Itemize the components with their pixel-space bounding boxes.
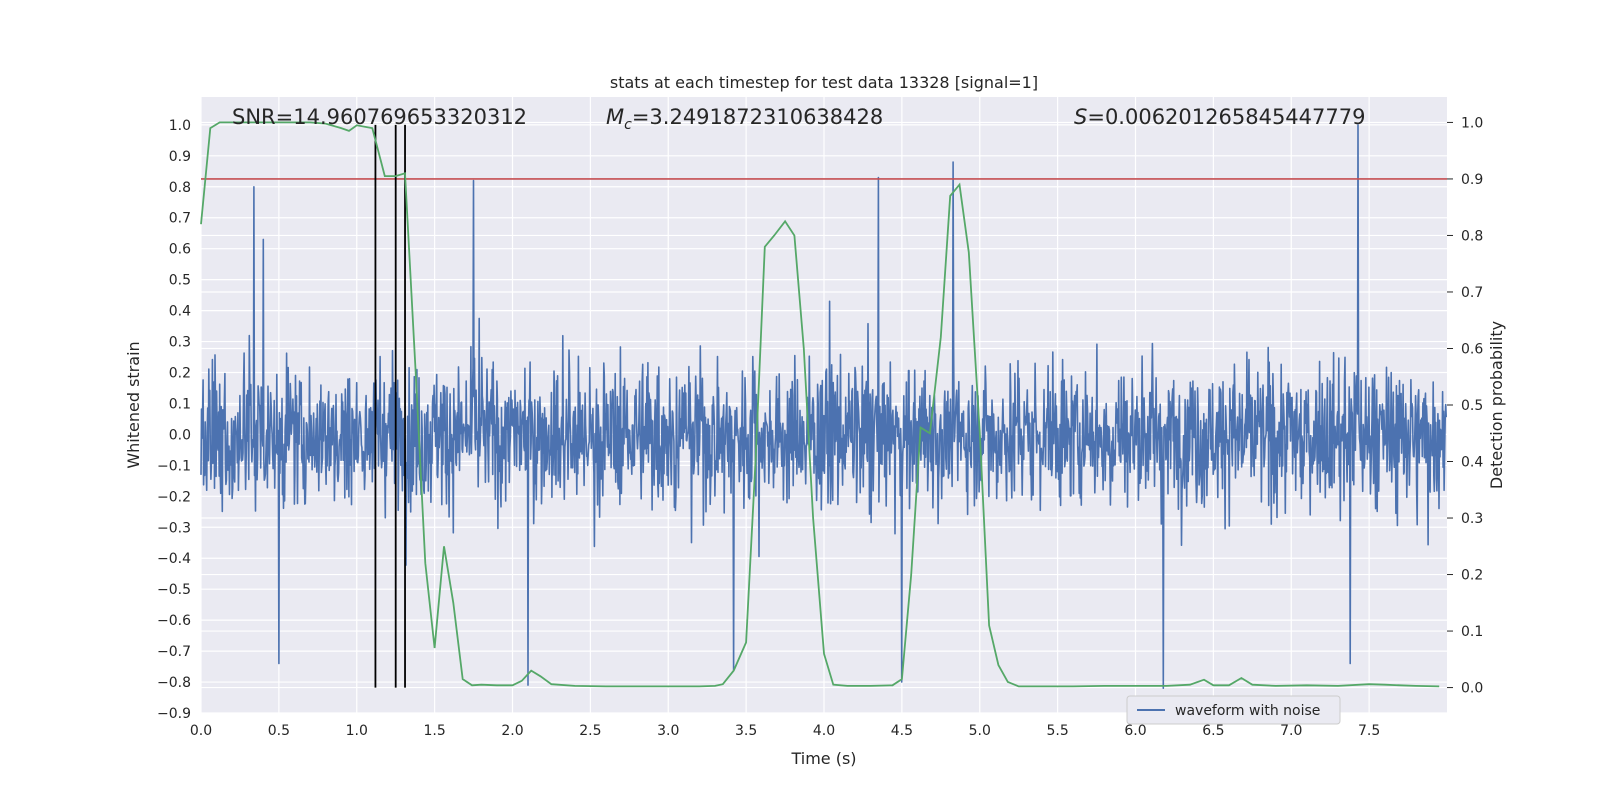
- y-tick-label-16: 0.7: [169, 211, 191, 227]
- waveform-line: [200, 124, 1447, 690]
- y2-tick-label-8: 0.8: [1461, 228, 1483, 244]
- y2-tick-label-5: 0.5: [1461, 398, 1483, 414]
- s-value: =0.006201265845447779: [1087, 105, 1365, 129]
- y-axis-label: Whitened strain: [124, 341, 143, 468]
- legend-entry: waveform with noise: [1175, 703, 1320, 719]
- y2-tick-label-9: 0.9: [1461, 172, 1483, 188]
- x-tick-label-5: 2.5: [579, 723, 601, 739]
- y-tick-label-6: −0.3: [157, 520, 191, 536]
- y2-tick-label-1: 0.1: [1461, 624, 1483, 640]
- x-tick-label-14: 7.0: [1280, 723, 1302, 739]
- vertical-markers: [374, 124, 406, 688]
- y2-tick-label-7: 0.7: [1461, 285, 1483, 301]
- x-tick-label-0: 0.0: [190, 723, 212, 739]
- detection-probability-series: [200, 121, 1440, 688]
- x-tick-label-2: 1.0: [346, 723, 368, 739]
- x-tick-label-11: 5.5: [1046, 723, 1068, 739]
- y-tick-label-19: 1.0: [169, 118, 191, 134]
- y-tick-label-7: −0.2: [157, 489, 191, 505]
- y2-tick-label-10: 1.0: [1461, 115, 1483, 131]
- x-tick-label-13: 6.5: [1202, 723, 1224, 739]
- y-tick-label-4: −0.5: [157, 582, 191, 598]
- x-tick-label-15: 7.5: [1358, 723, 1380, 739]
- x-axis-ticks: 0.0 0.5 1.0 1.5 2.0 2.5 3.0 3.5 4.0 4.5 5.0 5.5 6.0 6…: [190, 723, 1380, 739]
- y-tick-label-18: 0.9: [169, 149, 191, 165]
- y-tick-label-13: 0.4: [169, 304, 191, 320]
- x-axis-label: Time (s): [790, 749, 856, 768]
- x-tick-label-6: 3.0: [657, 723, 679, 739]
- legend: waveform with noise: [1126, 695, 1341, 725]
- y-tick-label-3: −0.6: [157, 613, 191, 629]
- waveform-series: [200, 124, 1447, 690]
- x-tick-label-12: 6.0: [1124, 723, 1146, 739]
- y-tick-label-8: −0.1: [157, 458, 191, 474]
- y-tick-label-0: −0.9: [157, 706, 191, 722]
- chirp-mass-value: =3.2491872310638428: [632, 105, 883, 129]
- y2-tick-label-3: 0.3: [1461, 511, 1483, 527]
- s-symbol: S: [1074, 105, 1087, 129]
- snr-annotation: SNR=14.960769653320312: [232, 105, 527, 129]
- y2-tick-label-2: 0.2: [1461, 568, 1483, 584]
- y-tick-label-15: 0.6: [169, 242, 191, 258]
- y-tick-label-2: −0.7: [157, 644, 191, 660]
- x-tick-label-9: 4.5: [891, 723, 913, 739]
- y-tick-label-5: −0.4: [157, 551, 191, 567]
- y2-tick-label-0: 0.0: [1461, 681, 1483, 697]
- legend-box: [1126, 695, 1341, 725]
- x-tick-label-10: 5.0: [969, 723, 991, 739]
- y-tick-label-12: 0.3: [169, 335, 191, 351]
- chirp-mass-symbol: M: [606, 105, 624, 129]
- y2-tick-label-4: 0.4: [1461, 455, 1483, 471]
- s-annotation: S=0.006201265845447779: [1074, 105, 1365, 129]
- x-tick-label-8: 4.0: [813, 723, 835, 739]
- y2-axis-label: Detection probability: [1487, 321, 1506, 489]
- x-tick-label-7: 3.5: [735, 723, 757, 739]
- chirp-mass-subscript: c: [624, 117, 632, 133]
- chirp-mass-annotation: Mc=3.2491872310638428: [606, 105, 883, 133]
- y-tick-label-1: −0.8: [157, 675, 191, 691]
- y-tick-label-9: 0.0: [169, 427, 191, 443]
- x-tick-label-1: 0.5: [268, 723, 290, 739]
- y-tick-label-17: 0.8: [169, 180, 191, 196]
- chart-title: stats at each timestep for test data 133…: [610, 73, 1038, 92]
- x-tick-label-3: 1.5: [423, 723, 445, 739]
- y-axis-ticks: −0.9 −0.8 −0.7 −0.6 −0.5 −0.4 −0.3 −0.2 −0.1 0.0 0…: [157, 118, 191, 722]
- y-tick-label-10: 0.1: [169, 396, 191, 412]
- x-tick-label-4: 2.0: [501, 723, 523, 739]
- y-tick-label-14: 0.5: [169, 273, 191, 289]
- y2-tick-label-6: 0.6: [1461, 341, 1483, 357]
- y2-axis-ticks: 0.0 0.1 0.2 0.3 0.4 0.5 0.6 0.7 0.8 0.9 1.0: [1447, 115, 1483, 697]
- y-tick-label-11: 0.2: [169, 365, 191, 381]
